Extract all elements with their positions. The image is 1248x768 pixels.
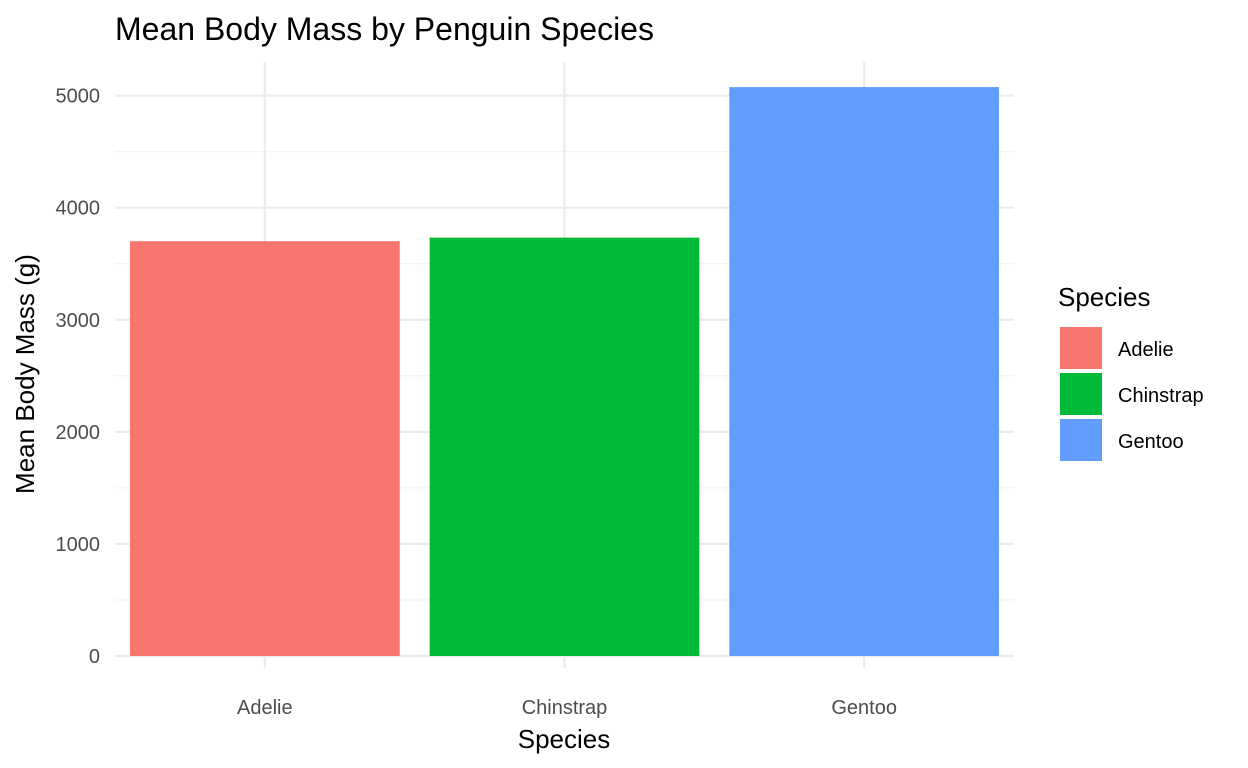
legend-swatch-adelie xyxy=(1060,327,1102,369)
bar-chinstrap xyxy=(429,237,700,657)
legend: Species Adelie Chinstrap Gentoo xyxy=(1058,282,1204,461)
y-tick-label: 1000 xyxy=(56,534,101,556)
y-tick-label: 0 xyxy=(89,646,100,668)
bar-adelie xyxy=(129,241,400,656)
x-tick-label: Adelie xyxy=(237,697,293,719)
chart-title: Mean Body Mass by Penguin Species xyxy=(115,11,654,47)
x-axis-title: Species xyxy=(518,724,611,754)
legend-label-adelie: Adelie xyxy=(1118,339,1174,361)
legend-label-chinstrap: Chinstrap xyxy=(1118,385,1204,407)
y-axis-title: Mean Body Mass (g) xyxy=(10,254,40,494)
bar-gentoo xyxy=(729,87,1000,656)
bars xyxy=(129,87,1000,657)
y-tick-label: 2000 xyxy=(56,422,101,444)
x-tick-label: Gentoo xyxy=(831,697,897,719)
y-tick-label: 4000 xyxy=(56,198,101,220)
y-axis-ticks: 0 1000 2000 3000 4000 5000 xyxy=(56,86,101,668)
y-tick-label: 3000 xyxy=(56,310,101,332)
x-axis-ticks: Adelie Chinstrap Gentoo xyxy=(237,697,897,719)
legend-swatch-gentoo xyxy=(1060,419,1102,461)
legend-title: Species xyxy=(1058,282,1151,312)
legend-label-gentoo: Gentoo xyxy=(1118,431,1184,453)
x-tick-label: Chinstrap xyxy=(522,697,608,719)
legend-swatch-chinstrap xyxy=(1060,373,1102,415)
y-tick-label: 5000 xyxy=(56,86,101,108)
